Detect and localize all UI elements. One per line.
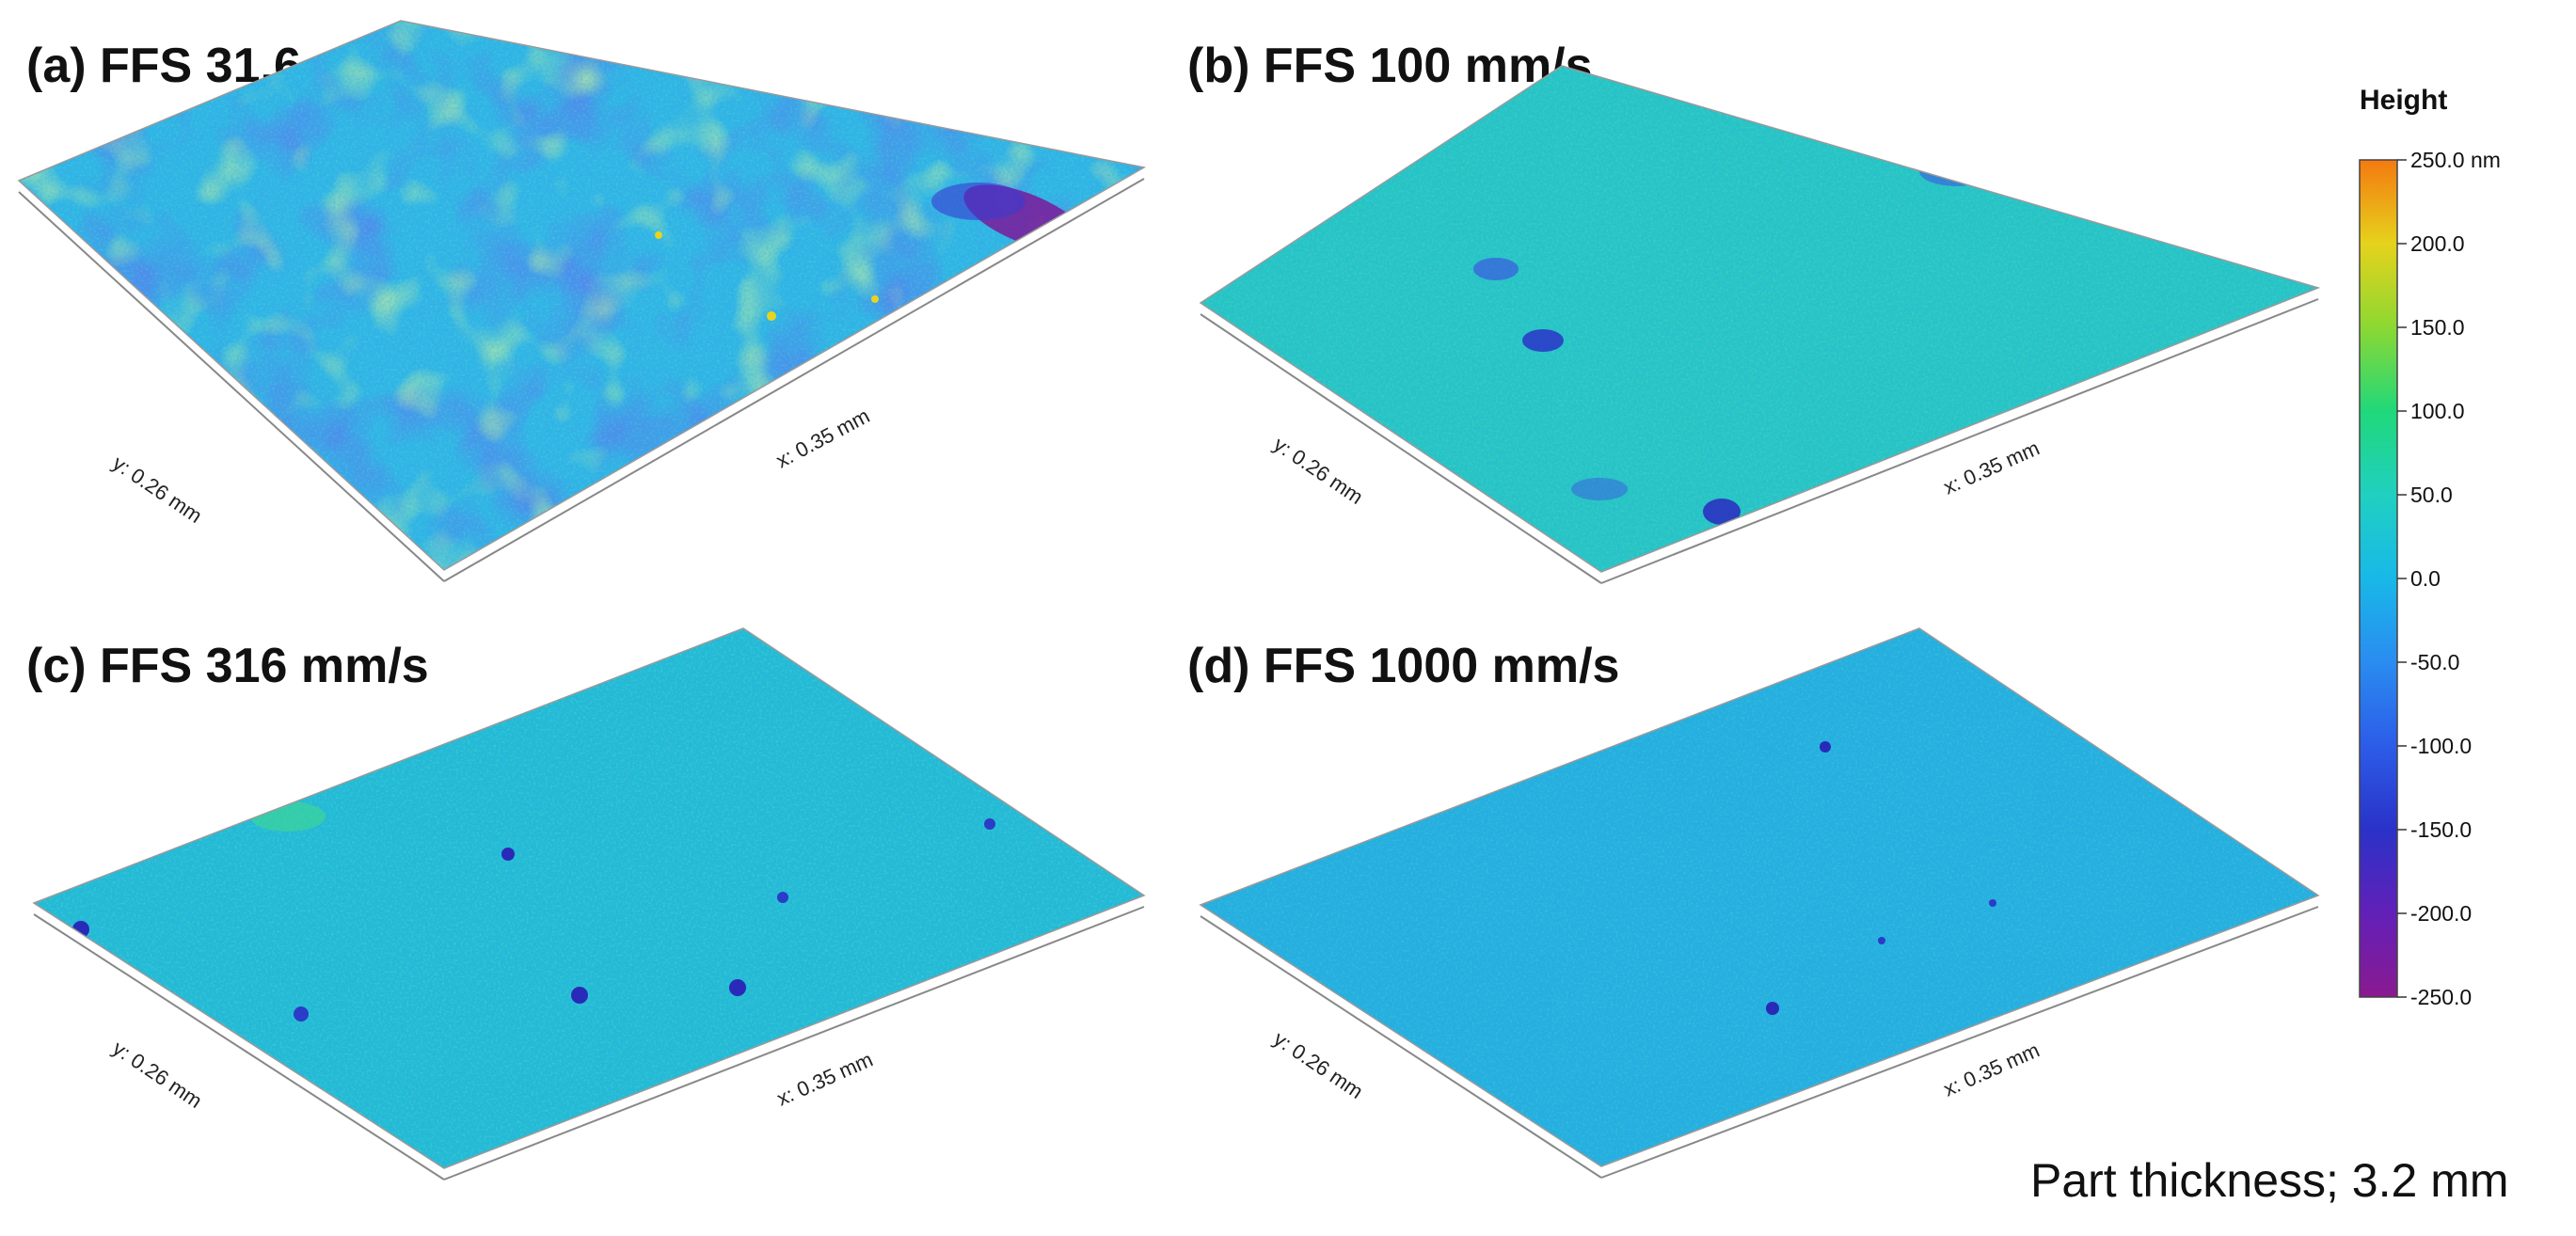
panel-b-y-axis-label: y: 0.26 mm [1269,432,1367,509]
colorbar-gradient [2359,159,2398,998]
panel-b-surface: y: 0.26 mm x: 0.35 mm [1199,65,2321,584]
panel-c-title: (c) FFS 316 mm/s [26,639,429,693]
panel-b-x-axis-label: x: 0.35 mm [1940,436,2043,499]
panel-d-x-axis-label: x: 0.35 mm [1940,1038,2043,1101]
panel-a-y-axis-label: y: 0.26 mm [108,451,206,528]
panel-c-x-axis-label: x: 0.35 mm [773,1047,877,1110]
panel-b-title: (b) FFS 100 mm/s [1187,39,1593,93]
panel-a-surface: y: 0.26 mm x: 0.35 mm [17,20,1147,582]
panel-c-y-axis-label: y: 0.26 mm [108,1036,206,1113]
panel-d-title: (d) FFS 1000 mm/s [1187,639,1620,693]
colorbar-tick-label: -250.0 [2410,985,2472,1009]
colorbar-tick-label: 50.0 [2410,483,2453,507]
part-thickness-note: Part thickness; 3.2 mm [2030,1154,2509,1207]
colorbar-tick-label: -150.0 [2410,817,2472,842]
colorbar-title: Height [2360,85,2447,116]
colorbar-tick-label: 250.0 nm [2410,148,2501,172]
panel-c-surface: y: 0.26 mm x: 0.35 mm [32,627,1146,1181]
colorbar-tick-label: 200.0 [2410,231,2465,256]
height-colorbar: Height 250.0 nm 200.0 150.0 100.0 50.0 0.0 -50… [2359,85,2501,1009]
colorbar-tick-label: -50.0 [2410,650,2459,674]
panel-d-surface: y: 0.26 mm x: 0.35 mm [1199,627,2320,1179]
colorbar-tick-label: 0.0 [2410,566,2441,591]
colorbar-tick-label: 100.0 [2410,399,2465,423]
panel-a-x-axis-label: x: 0.35 mm [772,404,874,472]
panel-d-y-axis-label: y: 0.26 mm [1269,1026,1367,1103]
colorbar-tick-label: -200.0 [2410,901,2472,926]
colorbar-tick-label: 150.0 [2410,315,2465,340]
colorbar-tick-label: -100.0 [2410,734,2472,758]
